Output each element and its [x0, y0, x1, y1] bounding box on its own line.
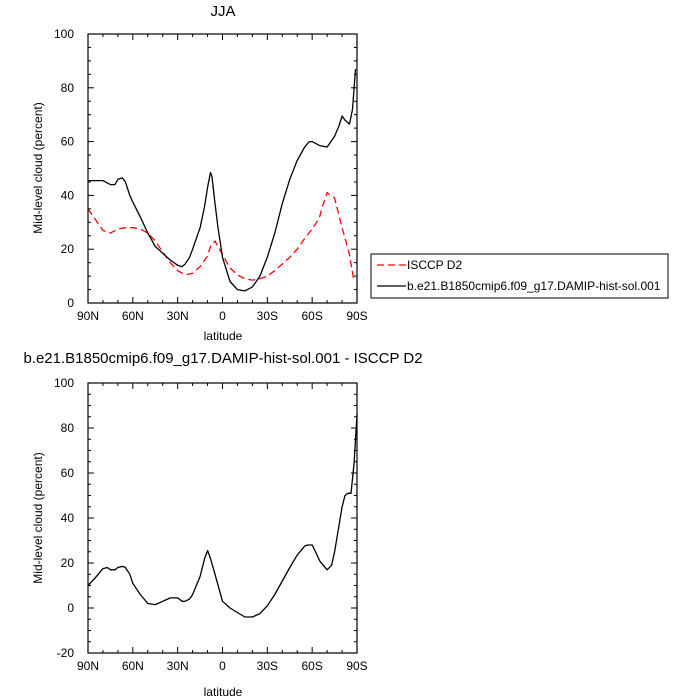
- y-tick-label: 100: [54, 376, 74, 390]
- x-tick-label: 30N: [167, 309, 189, 323]
- plot-frame: [87, 382, 358, 654]
- x-tick-label: 30S: [257, 659, 278, 673]
- x-axis-label: latitude: [204, 329, 243, 343]
- y-tick-label: 40: [61, 188, 75, 202]
- y-tick-label: 60: [61, 466, 75, 480]
- series-line-0: [87, 192, 355, 282]
- y-axis-label: Mid-level cloud (percent): [31, 102, 45, 233]
- chart-title: b.e21.B1850cmip6.f09_g17.DAMIP-hist-sol.…: [23, 350, 422, 367]
- legend-label-isccp: ISCCP D2: [407, 258, 462, 272]
- y-tick-label: 0: [67, 296, 74, 310]
- x-tick-label: 60N: [122, 309, 144, 323]
- y-tick-label: 60: [61, 135, 75, 149]
- y-tick-label: 0: [67, 601, 74, 615]
- y-tick-label: 100: [54, 27, 74, 41]
- y-tick-label: 40: [61, 511, 75, 525]
- y-tick-label: -20: [57, 646, 75, 660]
- y-tick-label: 80: [61, 81, 75, 95]
- y-tick-label: 80: [61, 421, 75, 435]
- y-tick-label: 20: [61, 556, 75, 570]
- x-tick-label: 60S: [301, 659, 322, 673]
- panel-bottom: b.e21.B1850cmip6.f09_g17.DAMIP-hist-sol.…: [23, 350, 422, 699]
- panel-top: JJA 90N 60N 30N 0 30S 60S 90S 0 20 40 60 80 100 lati…: [31, 3, 669, 343]
- plot-frame: [87, 33, 358, 304]
- legend-label-model: b.e21.B1850cmip6.f09_g17.DAMIP-hist-sol.…: [407, 279, 661, 293]
- series-line-0: [87, 414, 358, 618]
- x-tick-label: 90S: [346, 659, 367, 673]
- y-tick-label: 20: [61, 242, 75, 256]
- chart-title: JJA: [210, 3, 235, 20]
- x-tick-label: 90S: [346, 309, 367, 323]
- legend: ISCCP D2 b.e21.B1850cmip6.f09_g17.DAMIP-…: [370, 253, 669, 299]
- x-tick-label: 0: [219, 659, 226, 673]
- x-tick-label: 0: [219, 309, 226, 323]
- x-tick-label: 60S: [301, 309, 322, 323]
- x-tick-label: 90N: [77, 659, 99, 673]
- y-axis-label: Mid-level cloud (percent): [31, 452, 45, 583]
- legend-box: [370, 253, 669, 299]
- series-line-1: [88, 68, 357, 292]
- x-tick-label: 30S: [257, 309, 278, 323]
- x-axis-label: latitude: [204, 685, 243, 699]
- x-tick-label: 60N: [122, 659, 144, 673]
- x-tick-label: 30N: [167, 659, 189, 673]
- x-tick-label: 90N: [77, 309, 99, 323]
